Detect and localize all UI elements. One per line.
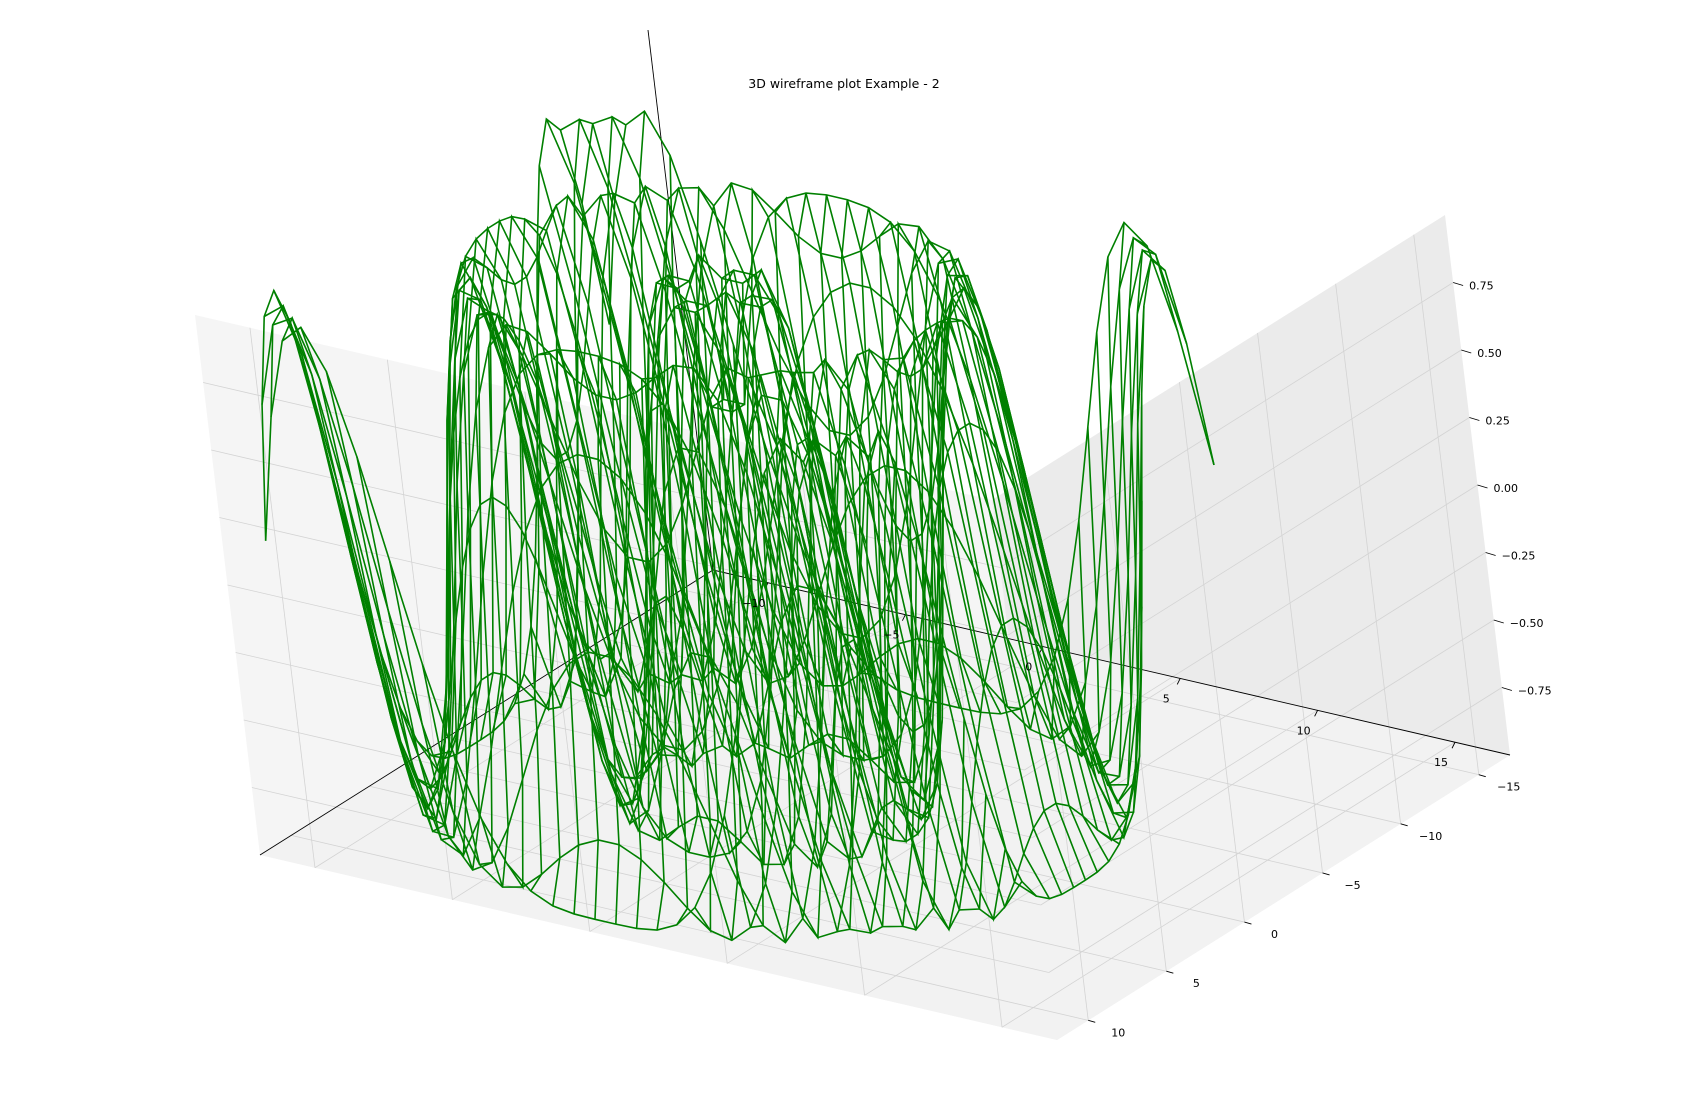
- grid-line-z: [1008, 349, 1462, 636]
- y-tick-label: 5: [1193, 977, 1200, 990]
- wire-line-y: [289, 322, 896, 934]
- y-tick-label: 0: [1271, 928, 1278, 941]
- wireframe-surface: [261, 109, 1215, 944]
- z-tick-label: 0.00: [1494, 482, 1519, 495]
- z-tick: [1485, 552, 1496, 556]
- z-tick-label: −0.50: [1510, 617, 1544, 630]
- z-tick-label: 0.25: [1485, 415, 1510, 428]
- wire-line-y: [311, 323, 918, 928]
- grid-line-y: [369, 785, 1167, 972]
- grid-line-y: [603, 638, 1401, 825]
- wire-line-y: [261, 317, 868, 942]
- grid-line-y: [447, 736, 1245, 923]
- wire-line-y: [431, 255, 1037, 897]
- wire-line-y: [514, 203, 1120, 845]
- x-tick-label: 10: [1297, 724, 1311, 737]
- grid-line-z: [211, 449, 1009, 636]
- z-tick-label: 0.50: [1477, 347, 1502, 360]
- x-tick: [1314, 710, 1319, 717]
- wire-line-x: [779, 222, 1132, 931]
- wire-line-x: [556, 192, 919, 914]
- y-tick: [1244, 921, 1252, 925]
- x-tick-label: −10: [742, 597, 765, 610]
- z-tick: [1461, 349, 1472, 354]
- y-tick: [1400, 823, 1408, 827]
- y-tick-label: 10: [1111, 1026, 1125, 1039]
- wire-line-y: [536, 182, 1143, 786]
- wire-line-x: [356, 194, 716, 841]
- wire-line-y: [264, 326, 872, 931]
- y-tick-label: −15: [1497, 781, 1520, 794]
- y-tick-label: −10: [1419, 830, 1442, 843]
- wire-line-y: [456, 236, 1063, 895]
- wire-line-x: [865, 257, 1215, 900]
- wire-line-y: [263, 304, 870, 944]
- z-tick: [1469, 417, 1480, 421]
- grid-line-z: [1032, 552, 1486, 838]
- grid-line-z: [1048, 687, 1503, 973]
- wire-line-y: [534, 192, 1141, 814]
- z-tick: [1493, 619, 1504, 624]
- grid-line-z: [1016, 417, 1470, 703]
- x-tick-label: 0: [1025, 661, 1032, 674]
- wire-line-y: [468, 225, 1075, 888]
- z-tick: [1452, 282, 1464, 286]
- grid-line-z: [999, 282, 1454, 568]
- wire-line-y: [416, 260, 1023, 909]
- grid-line-x: [864, 710, 1318, 996]
- x-tick: [1176, 678, 1181, 685]
- grid-line-y: [291, 834, 1089, 1021]
- wire-line-y: [273, 290, 880, 939]
- y-tick: [1166, 970, 1174, 974]
- wire-line-y: [530, 193, 1137, 841]
- grid-line-x: [1001, 741, 1456, 1028]
- tick-labels: −10 −5 0 5 10 15 −15 −10 −5 0 5 10 −0.75 −0.50 −0.25 0.…: [742, 280, 1551, 1040]
- z-tick-label: 0.75: [1469, 280, 1494, 293]
- x-tick-label: 15: [1434, 756, 1448, 769]
- y-tick: [1322, 872, 1330, 876]
- grid-line-z: [1040, 619, 1494, 906]
- y-tick: [1478, 774, 1486, 778]
- z-tick: [1501, 687, 1513, 691]
- x-tick-label: −5: [883, 629, 899, 642]
- wire-line-y: [380, 289, 987, 911]
- grid-line-y: [681, 589, 1479, 776]
- z-tick-label: −0.25: [1502, 550, 1536, 563]
- x-tick: [1451, 742, 1456, 749]
- grid-line-z: [251, 787, 1049, 973]
- x-tick-label: 5: [1163, 692, 1170, 705]
- wire-line-y: [503, 217, 1110, 862]
- wire-line-x: [664, 220, 1021, 926]
- wire-line-y: [491, 214, 1098, 873]
- x-tick: [901, 614, 906, 621]
- y-tick-label: −5: [1344, 879, 1360, 892]
- z-tick-label: −0.75: [1518, 685, 1552, 698]
- wire-line-y: [523, 193, 1130, 842]
- wire-line-y: [581, 115, 1188, 740]
- grid-line-z: [235, 652, 1033, 838]
- wire-line-y: [444, 255, 1051, 900]
- y-tick: [1088, 1019, 1096, 1023]
- z-tick: [1477, 484, 1488, 489]
- chart-title: 3D wireframe plot Example - 2: [748, 76, 940, 91]
